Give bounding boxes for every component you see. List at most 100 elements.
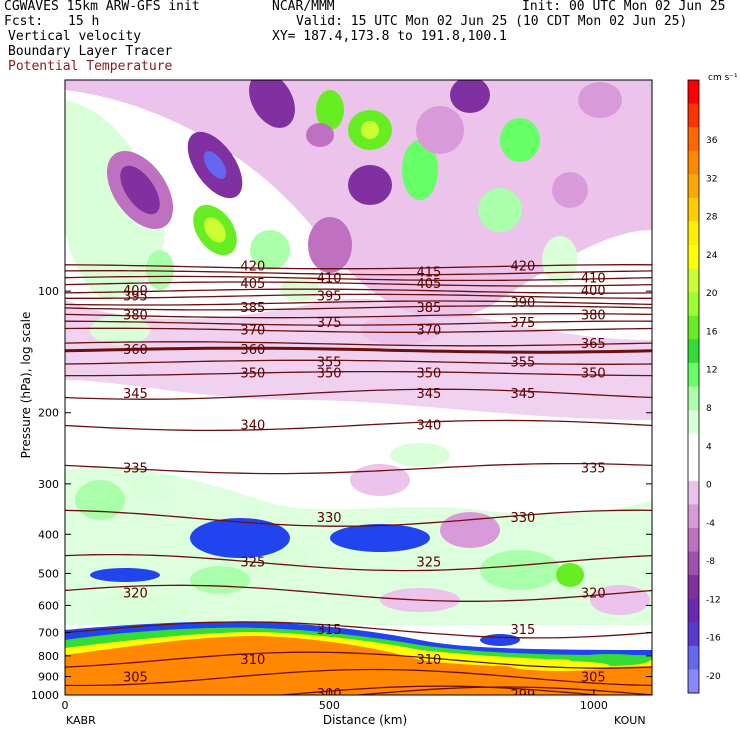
- colorbar-swatch: [688, 292, 699, 317]
- right-endpoint: KOUN: [614, 714, 646, 727]
- theta-label: 299: [510, 688, 535, 703]
- theta-contour-345: [65, 388, 652, 400]
- x-tick-label: 500: [319, 699, 340, 712]
- theta-label: 395: [317, 289, 342, 304]
- colorbar-units: cm s⁻¹: [708, 73, 738, 83]
- colorbar-label: 32: [706, 174, 717, 184]
- header-fcst-value: 15 h: [68, 14, 100, 29]
- x-tick-label: 0: [62, 699, 69, 712]
- theta-label: 305: [123, 670, 148, 685]
- header-field-boundary-layer: Boundary Layer Tracer: [8, 44, 173, 59]
- y-tick-label: 800: [38, 650, 59, 663]
- theta-contour-420: [65, 264, 652, 270]
- header-field-potential-temperature: Potential Temperature: [8, 59, 173, 74]
- colorbar-swatch: [688, 669, 699, 694]
- y-tick-label: 100: [38, 285, 59, 298]
- theta-contour-410: [65, 275, 652, 282]
- theta-label: 405: [417, 277, 442, 292]
- theta-label: 380: [581, 309, 606, 324]
- colorbar-swatch: [688, 645, 699, 670]
- theta-label: 340: [417, 418, 442, 433]
- theta-label: 410: [317, 271, 342, 286]
- theta-label: 375: [317, 316, 342, 331]
- theta-label: 325: [240, 556, 265, 571]
- colorbar-swatch: [688, 80, 699, 105]
- theta-contour-300: [274, 685, 605, 695]
- theta-label: 310: [240, 653, 265, 668]
- theta-label: 360: [240, 343, 265, 358]
- theta-label: 305: [581, 670, 606, 685]
- theta-label: 335: [123, 462, 148, 477]
- y-axis-title: Pressure (hPa), log scale: [19, 312, 33, 459]
- theta-contour-390: [65, 300, 652, 306]
- theta-contour-365: [65, 341, 652, 347]
- theta-label: 400: [123, 284, 148, 299]
- colorbar-swatch: [688, 598, 699, 623]
- theta-contour-370: [65, 327, 652, 333]
- theta-label: 365: [581, 337, 606, 352]
- header-fcst-label: Fcst:: [4, 14, 44, 29]
- theta-contour-415: [65, 270, 652, 276]
- x-axis-title: Distance (km): [323, 713, 407, 727]
- colorbar-label: 28: [706, 213, 718, 223]
- colorbar-label: -12: [706, 595, 721, 605]
- colorbar-swatch: [688, 386, 699, 411]
- theta-label: 400: [581, 284, 606, 299]
- theta-label: 420: [510, 260, 535, 275]
- theta-label: 390: [510, 296, 535, 311]
- colorbar-swatch: [688, 575, 699, 600]
- header-xy: XY= 187.4,173.8 to 191.8,100.1: [272, 29, 507, 44]
- theta-label: 375: [510, 316, 535, 331]
- colorbar-swatch: [688, 127, 699, 152]
- theta-contour-375: [65, 320, 652, 326]
- theta-label: 340: [240, 418, 265, 433]
- theta-label: 395: [123, 289, 148, 304]
- header-field-vertical-velocity: Vertical velocity: [8, 29, 142, 44]
- header-model: CGWAVES 15km ARW-GFS init: [4, 0, 200, 14]
- theta-contour-299: [65, 686, 652, 695]
- colorbar-swatch: [688, 362, 699, 387]
- theta-contour-320: [65, 584, 652, 602]
- theta-label: 355: [510, 355, 535, 370]
- colorbar-label: 0: [706, 481, 712, 491]
- colorbar-label: -20: [706, 672, 721, 682]
- theta-contour-395: [65, 293, 652, 299]
- theta-contours: [65, 264, 652, 695]
- theta-label: 315: [317, 623, 342, 638]
- theta-contour-360: [65, 346, 652, 354]
- theta-contour-335: [65, 462, 652, 475]
- colorbar: 36 32 28 24 20 16 12 8 4 0 -4 -8 -12 -16 -20: [687, 79, 721, 694]
- theta-contour-355: [65, 359, 652, 365]
- colorbar-swatch: [688, 103, 699, 128]
- theta-label: 310: [417, 653, 442, 668]
- colorbar-label: -8: [706, 557, 715, 567]
- x-tick-label: 1000: [580, 699, 608, 712]
- colorbar-swatch: [688, 551, 699, 576]
- theta-label: 345: [510, 387, 535, 402]
- colorbar-swatch: [688, 221, 699, 246]
- y-tick-label: 400: [38, 528, 59, 541]
- header-center: NCAR/MMM: [272, 0, 335, 14]
- colorbar-label: 36: [706, 136, 718, 146]
- theta-label: 345: [417, 387, 442, 402]
- theta-contour-310: [65, 651, 652, 669]
- y-tick-label: 300: [38, 478, 59, 491]
- colorbar-label: -16: [706, 634, 721, 644]
- colorbar-swatch: [688, 150, 699, 175]
- colorbar-swatch: [688, 268, 699, 293]
- theta-label: 370: [417, 323, 442, 338]
- colorbar-frame: [687, 79, 700, 694]
- y-tick-label: 1000: [31, 689, 59, 702]
- theta-label: 320: [123, 586, 148, 601]
- theta-contour-330: [65, 509, 652, 527]
- theta-label: 335: [581, 462, 606, 477]
- theta-contour-305: [65, 668, 652, 687]
- colorbar-label: 24: [706, 251, 718, 261]
- theta-label: 385: [240, 301, 265, 316]
- theta-label: 350: [417, 367, 442, 382]
- y-tick-label: 600: [38, 599, 59, 612]
- theta-label: 345: [123, 387, 148, 402]
- theta-label: 370: [240, 323, 265, 338]
